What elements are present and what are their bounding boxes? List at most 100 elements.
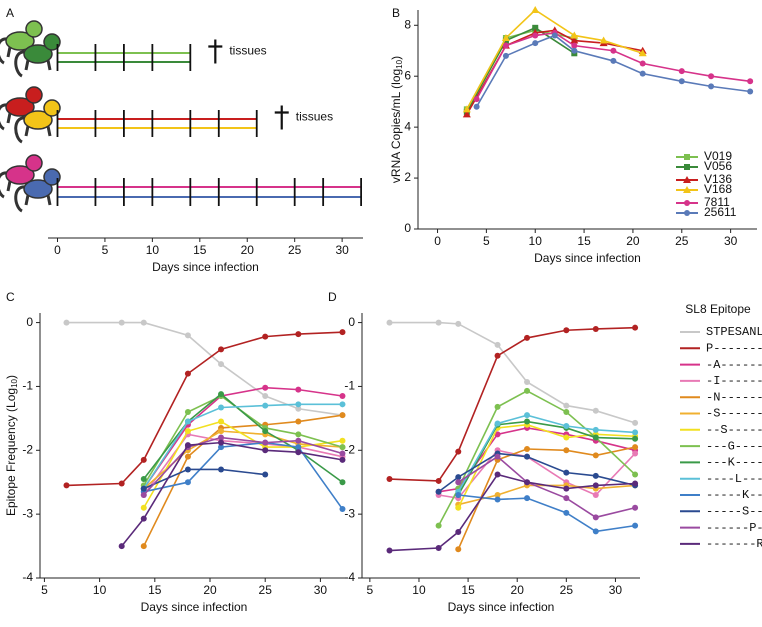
legend-marker (683, 176, 691, 183)
data-point (386, 476, 393, 483)
data-point (386, 547, 393, 554)
legend-label: V136 (704, 172, 732, 186)
legend-title: SL8 Epitope (685, 302, 751, 316)
data-point (563, 327, 570, 334)
monkey-body (5, 31, 35, 51)
data-point (435, 544, 442, 551)
monkey-legs (24, 194, 52, 206)
data-point (747, 78, 754, 85)
x-tick-label: 5 (483, 234, 490, 248)
monkey-legs (24, 59, 52, 71)
data-point (532, 32, 539, 39)
data-point (435, 477, 442, 484)
data-point (295, 437, 302, 444)
monkey-head (25, 20, 43, 38)
data-point (184, 442, 191, 449)
x-axis-title: Days since infection (152, 260, 259, 274)
monkey-head (43, 99, 61, 117)
y-tick-label: 2 (404, 170, 411, 184)
y-tick-label: 6 (404, 68, 411, 82)
data-point (524, 418, 531, 425)
data-point (140, 476, 147, 483)
data-point (632, 450, 639, 457)
monkey-icon (14, 168, 61, 213)
data-point (262, 439, 269, 446)
data-point (708, 73, 715, 80)
y-axis-title: Epitope Frequency (Log10) (4, 375, 19, 516)
monkey-head (43, 33, 61, 51)
data-point (639, 60, 646, 67)
dagger (274, 105, 289, 130)
data-point (339, 479, 346, 486)
legend-marker (684, 154, 690, 160)
x-tick-label: 20 (203, 583, 217, 597)
monkey-tail (14, 116, 27, 144)
data-point (494, 431, 501, 438)
panel-letter: A (6, 6, 14, 20)
series-line (466, 8, 643, 110)
series-line (457, 414, 636, 493)
data-point (455, 504, 462, 511)
series-line (143, 414, 343, 547)
data-point (435, 488, 442, 495)
series-line (466, 29, 643, 115)
data-point (339, 456, 346, 463)
y-tick-label: -3 (344, 506, 355, 520)
data-point (570, 36, 579, 44)
data-point (140, 456, 147, 463)
data-point (140, 515, 147, 522)
data-point (184, 428, 191, 435)
data-point (501, 34, 510, 42)
data-point (295, 444, 302, 451)
data-point (262, 384, 269, 391)
data-point (632, 480, 639, 487)
data-point (524, 412, 531, 419)
data-point (592, 434, 599, 441)
data-point (563, 509, 570, 516)
legend-label: P------- (706, 341, 762, 355)
y-tick-label: -1 (344, 379, 355, 393)
monkey-head (25, 154, 43, 172)
data-point (632, 471, 639, 478)
data-point (563, 495, 570, 502)
data-point (494, 352, 501, 359)
data-point (592, 482, 599, 489)
data-point (218, 404, 225, 411)
data-point (570, 31, 579, 39)
data-point (473, 103, 480, 110)
data-point (563, 434, 570, 441)
y-tick-label: -3 (22, 506, 33, 520)
data-point (262, 393, 269, 400)
data-point (632, 324, 639, 331)
panel-letter: B (392, 6, 400, 20)
data-point (563, 447, 570, 454)
legend-label: -A------ (706, 358, 762, 372)
x-axis-title: Days since infection (534, 251, 641, 265)
data-point (262, 402, 269, 409)
data-point (218, 361, 225, 368)
data-point (262, 428, 269, 435)
data-point (184, 332, 191, 339)
data-point (524, 446, 531, 453)
data-point (571, 42, 578, 49)
data-point (140, 491, 147, 498)
data-point (295, 405, 302, 412)
series-line (475, 34, 751, 108)
legend-label: -----S-- (706, 504, 762, 518)
legend-label: -----K-- (706, 488, 762, 502)
data-point (339, 401, 346, 408)
monkey-icon (14, 33, 61, 78)
series-line (389, 321, 636, 424)
monkey-body (23, 179, 53, 199)
data-point (140, 504, 147, 511)
panel-letter: C (6, 290, 15, 304)
data-point (184, 370, 191, 377)
legend-label: -S------ (706, 407, 762, 421)
x-tick-label: 20 (241, 243, 255, 257)
series-line (143, 441, 344, 510)
x-axis-title: Days since infection (141, 600, 248, 614)
data-point (494, 453, 501, 460)
x-tick-label: 25 (675, 234, 689, 248)
series-line (143, 403, 343, 490)
legend-label: V168 (704, 182, 732, 196)
